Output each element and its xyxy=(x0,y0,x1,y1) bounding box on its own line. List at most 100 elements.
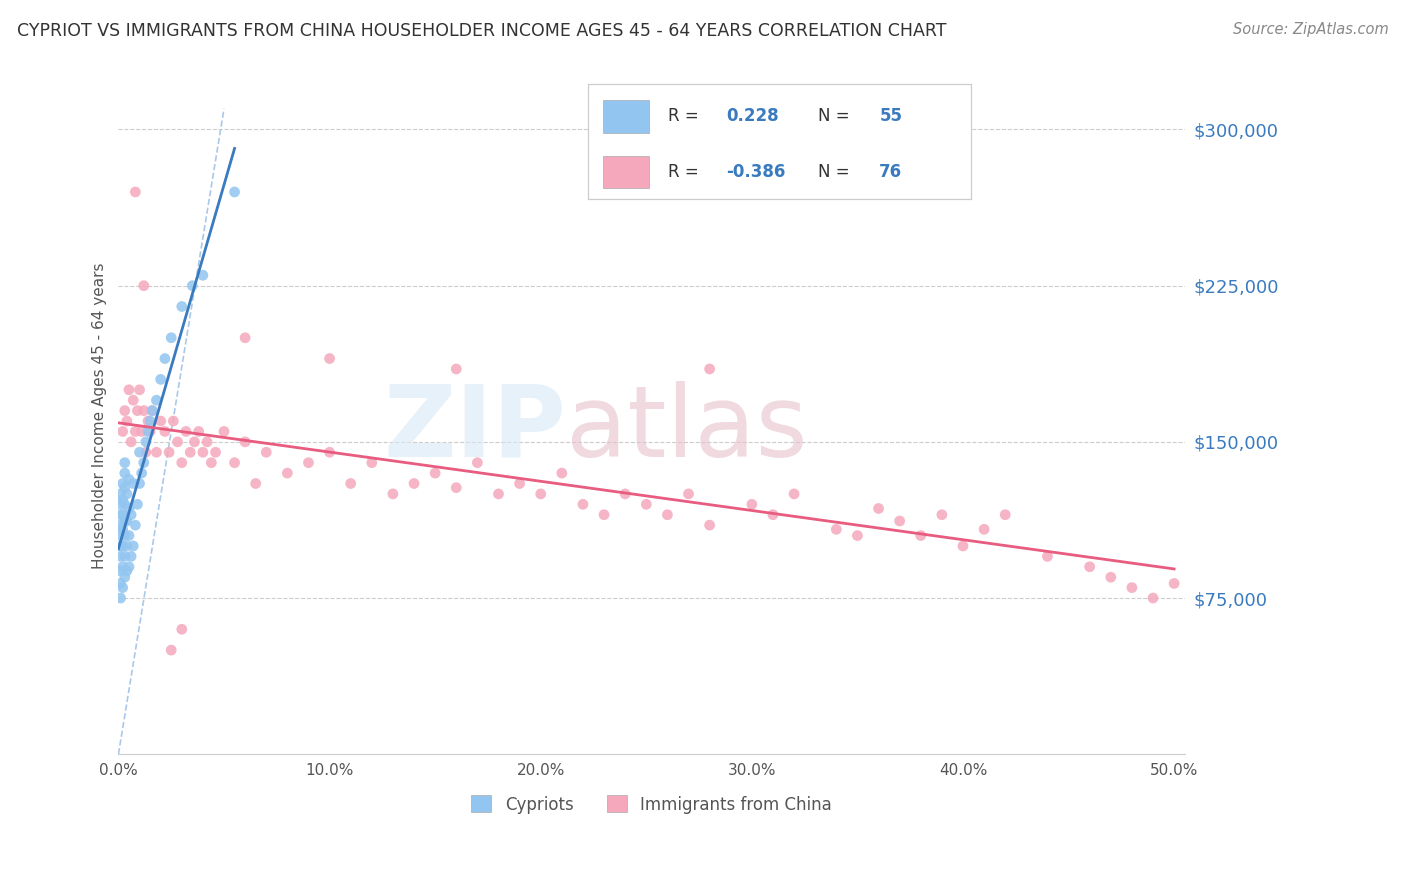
Point xyxy=(122,539,145,553)
Point xyxy=(111,559,134,574)
Point xyxy=(114,514,136,528)
Point xyxy=(1036,549,1059,564)
Point xyxy=(110,487,132,501)
Point xyxy=(224,456,246,470)
Point xyxy=(572,497,595,511)
Point xyxy=(741,497,763,511)
Point xyxy=(1099,570,1122,584)
Point xyxy=(127,497,149,511)
Point xyxy=(868,501,890,516)
Point xyxy=(762,508,785,522)
Point xyxy=(114,497,136,511)
Point xyxy=(135,434,157,449)
Point xyxy=(212,425,235,439)
Point xyxy=(145,445,167,459)
Point xyxy=(114,481,136,495)
Legend: Cypriots, Immigrants from China: Cypriots, Immigrants from China xyxy=(471,796,832,814)
Point xyxy=(233,331,256,345)
Point xyxy=(1142,591,1164,605)
Point xyxy=(825,522,848,536)
Point xyxy=(889,514,911,528)
Point xyxy=(111,425,134,439)
Point xyxy=(127,403,149,417)
Point xyxy=(115,487,138,501)
Point xyxy=(132,278,155,293)
Point xyxy=(110,539,132,553)
Point xyxy=(110,564,132,578)
Point xyxy=(115,514,138,528)
Point xyxy=(170,456,193,470)
Point xyxy=(657,508,679,522)
Point xyxy=(402,476,425,491)
Point xyxy=(132,403,155,417)
Point xyxy=(114,456,136,470)
Point xyxy=(191,445,214,459)
Point xyxy=(114,549,136,564)
Point xyxy=(114,466,136,480)
Point xyxy=(973,522,995,536)
Point xyxy=(551,466,574,480)
Point xyxy=(160,643,183,657)
Point xyxy=(118,559,141,574)
Y-axis label: Householder Income Ages 45 - 64 years: Householder Income Ages 45 - 64 years xyxy=(93,262,107,569)
Point xyxy=(276,466,298,480)
Point xyxy=(145,393,167,408)
Point xyxy=(360,456,382,470)
Point xyxy=(181,278,204,293)
Point xyxy=(160,331,183,345)
Point xyxy=(233,434,256,449)
Point xyxy=(699,518,721,533)
Point xyxy=(699,362,721,376)
Point xyxy=(1163,576,1185,591)
Point xyxy=(318,351,340,366)
Point xyxy=(118,528,141,542)
Point xyxy=(115,414,138,428)
Point xyxy=(467,456,489,470)
Point xyxy=(339,476,361,491)
Point xyxy=(115,539,138,553)
Point xyxy=(141,403,163,417)
Point xyxy=(195,434,218,449)
Point xyxy=(111,539,134,553)
Text: CYPRIOT VS IMMIGRANTS FROM CHINA HOUSEHOLDER INCOME AGES 45 - 64 YEARS CORRELATI: CYPRIOT VS IMMIGRANTS FROM CHINA HOUSEHO… xyxy=(17,22,946,40)
Point xyxy=(111,522,134,536)
Point xyxy=(131,425,153,439)
Point xyxy=(153,351,176,366)
Point xyxy=(931,508,953,522)
Point xyxy=(636,497,658,511)
Point xyxy=(149,372,172,386)
Point xyxy=(297,456,319,470)
Point xyxy=(110,549,132,564)
Point xyxy=(139,414,162,428)
Point xyxy=(593,508,616,522)
Point xyxy=(124,518,146,533)
Point xyxy=(128,383,150,397)
Point xyxy=(131,466,153,480)
Point xyxy=(224,185,246,199)
Point xyxy=(118,501,141,516)
Point xyxy=(149,414,172,428)
Point xyxy=(166,434,188,449)
Point xyxy=(174,425,197,439)
Point xyxy=(118,472,141,486)
Point xyxy=(952,539,974,553)
Point xyxy=(191,268,214,283)
Point xyxy=(120,434,142,449)
Point xyxy=(170,622,193,636)
Point xyxy=(111,476,134,491)
Point xyxy=(509,476,531,491)
Point xyxy=(318,445,340,459)
Point xyxy=(128,445,150,459)
Point xyxy=(111,508,134,522)
Point xyxy=(124,185,146,199)
Text: atlas: atlas xyxy=(567,381,808,478)
Point xyxy=(110,518,132,533)
Point xyxy=(910,528,932,542)
Text: ZIP: ZIP xyxy=(384,381,567,478)
Point xyxy=(115,564,138,578)
Point xyxy=(381,487,404,501)
Point xyxy=(157,445,180,459)
Point xyxy=(114,528,136,542)
Point xyxy=(179,445,201,459)
Point xyxy=(170,300,193,314)
